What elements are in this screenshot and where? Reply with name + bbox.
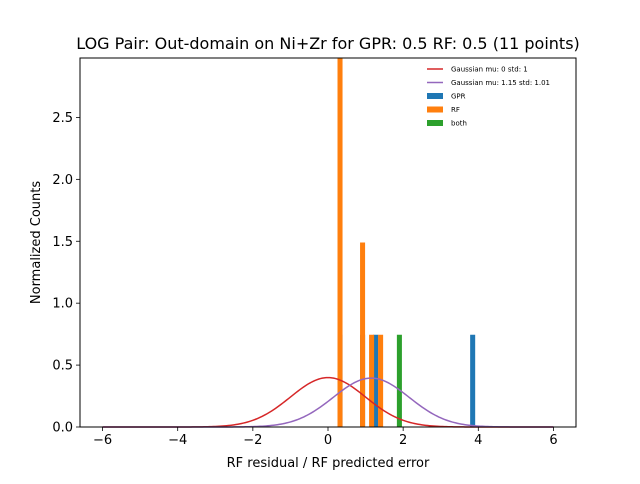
bar-gpr-2: [373, 334, 379, 427]
x-axis-label: RF residual / RF predicted error: [227, 456, 430, 471]
bar-rf-0: [337, 58, 343, 427]
legend-label: GPR: [451, 93, 466, 101]
legend-label: RF: [451, 106, 460, 114]
x-tick-label: 4: [474, 433, 482, 448]
bar-rf-1: [360, 242, 366, 427]
x-tick-label: 2: [399, 433, 407, 448]
x-tick-label: −4: [168, 433, 187, 448]
y-tick-label: 0.5: [52, 359, 73, 374]
bar-both-0: [396, 334, 402, 427]
legend-swatch-bar: [427, 106, 443, 113]
chart-title: LOG Pair: Out-domain on Ni+Zr for GPR: 0…: [76, 34, 580, 53]
x-tick-label: −6: [93, 433, 112, 448]
legend-swatch-bar: [427, 120, 443, 126]
legend-swatch-bar: [427, 93, 443, 99]
y-tick-label: 1.5: [52, 235, 73, 250]
x-tick-label: 6: [549, 433, 557, 448]
axes: −6 −4 −2 0 2 4 6 0.0 0.5 1.0 1.5 2.0 2.5: [52, 111, 557, 448]
legend: Gaussian mu: 0 std: 1 Gaussian mu: 1.15 s…: [427, 66, 550, 128]
x-tick-label: 0: [324, 433, 332, 448]
x-tick-label: −2: [243, 433, 262, 448]
bar-rf-3: [378, 334, 384, 427]
y-tick-label: 2.5: [52, 111, 73, 126]
bar-gpr-3: [470, 334, 476, 427]
y-tick-label: 1.0: [52, 297, 73, 312]
y-tick-label: 2.0: [52, 173, 73, 188]
legend-label: both: [451, 120, 467, 128]
y-tick-label: 0.0: [52, 421, 73, 436]
bar-rf-2: [369, 334, 375, 427]
y-axis-label: Normalized Counts: [29, 181, 44, 304]
legend-label: Gaussian mu: 1.15 std: 1.01: [451, 79, 550, 87]
legend-label: Gaussian mu: 0 std: 1: [451, 66, 528, 74]
